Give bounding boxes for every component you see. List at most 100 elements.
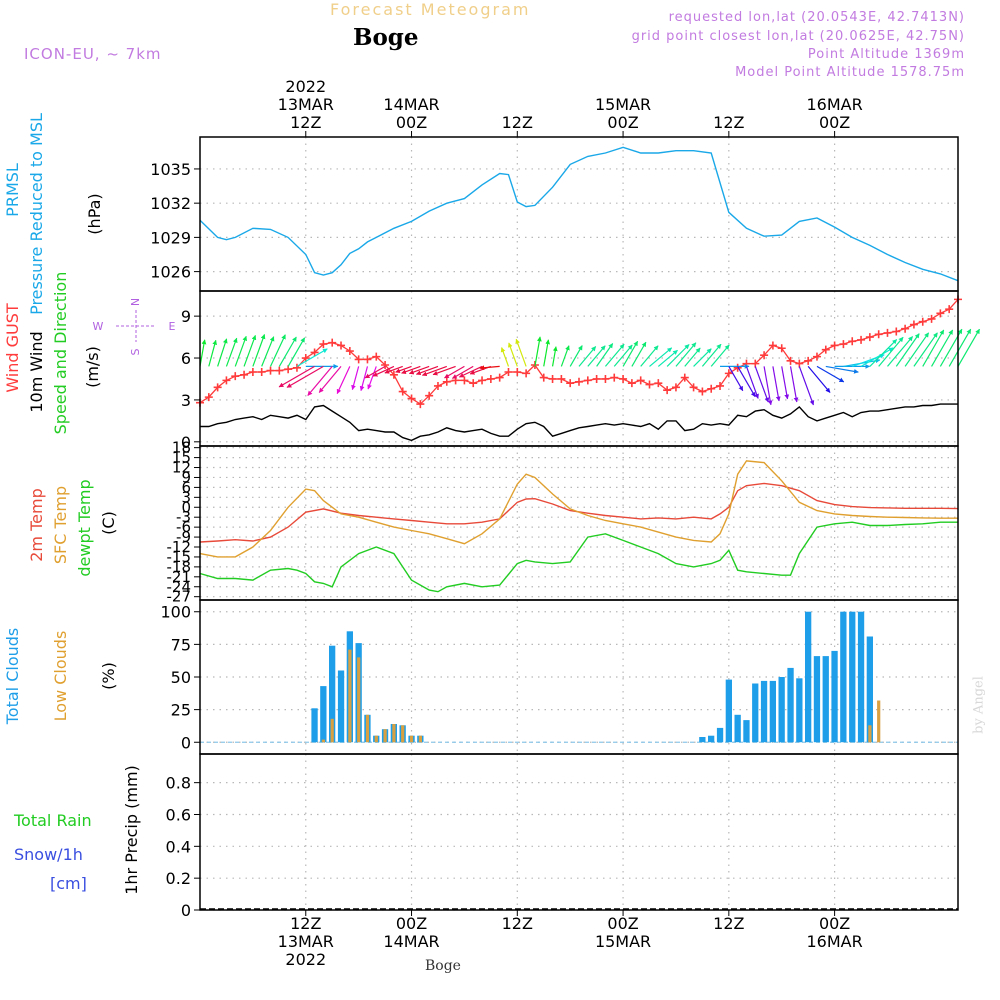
compass-south: S — [129, 348, 142, 355]
gust-marker — [760, 351, 769, 360]
wind-vector — [336, 366, 351, 395]
compass-rose: N S W E — [93, 298, 176, 356]
wind-vector — [395, 365, 412, 373]
meteogram-title: Forecast Meteogram — [330, 0, 531, 19]
y-tick-label: 0 — [181, 901, 191, 920]
wind-vector — [508, 342, 518, 367]
wind-vector — [754, 366, 770, 403]
y-tick-label: -6 — [176, 518, 191, 536]
compass-east: E — [169, 320, 176, 333]
y-tick-label: 50 — [171, 668, 191, 687]
gust-marker — [927, 314, 936, 323]
wind-vector — [560, 345, 570, 367]
cloud-bar-total — [311, 708, 318, 743]
wind-vector — [578, 346, 597, 367]
wind-vector — [666, 344, 690, 367]
gust-marker — [478, 376, 487, 385]
gust-marker — [839, 340, 848, 349]
wind-vector — [296, 348, 328, 367]
gust-marker — [522, 369, 531, 378]
y-tick-label: 12 — [172, 459, 191, 477]
wind-vector — [551, 346, 558, 367]
gust-marker — [381, 361, 390, 370]
gust-marker — [733, 363, 742, 372]
panel-label: (C) — [99, 511, 118, 535]
wind-vector — [367, 366, 377, 390]
cloud-bar-low — [392, 724, 396, 743]
gust-marker — [830, 341, 839, 350]
cloud-bar-total — [743, 720, 750, 743]
panel-label: (m/s) — [83, 346, 102, 388]
gust-marker — [275, 366, 284, 375]
gust-marker — [724, 369, 733, 378]
gust-marker — [292, 363, 301, 372]
gust-marker — [433, 381, 442, 390]
cloud-bar-total — [840, 611, 847, 743]
gust-marker — [231, 372, 240, 381]
y-tick-label: 9 — [181, 307, 191, 326]
gust-marker — [786, 356, 795, 365]
wind-vector — [318, 366, 342, 393]
gust-marker — [680, 373, 689, 382]
gust-marker — [575, 377, 583, 386]
panel-label: Low Clouds — [51, 631, 70, 722]
gust-marker — [936, 309, 945, 318]
bottom-time-tick-label: 12Z — [502, 914, 533, 933]
cloud-bar-low — [321, 739, 325, 743]
y-tick-label: 25 — [171, 701, 191, 720]
panel-label: [cm] — [50, 874, 87, 893]
wind-vector — [807, 366, 831, 393]
wind-vector — [278, 336, 297, 367]
cloud-bar-total — [329, 645, 336, 743]
gust-marker — [284, 365, 293, 374]
gust-marker — [469, 379, 478, 388]
wind-vector — [604, 343, 625, 367]
y-tick-label: 0.8 — [166, 774, 191, 793]
cloud-bar-total — [813, 656, 821, 743]
bottom-time-tick-label: 16MAR — [806, 932, 862, 951]
bottom-time-tick-label: 00Z — [396, 914, 427, 933]
wind-vector — [543, 339, 551, 367]
y-tick-label: 1026 — [150, 263, 191, 282]
gust-marker — [945, 305, 954, 314]
wind-vector — [931, 329, 954, 367]
gust-marker — [486, 374, 495, 383]
cloud-bar-total — [725, 679, 732, 743]
top-time-tick-label: 12Z — [502, 113, 533, 132]
gust-marker — [266, 366, 275, 375]
gust-marker — [407, 394, 416, 403]
gust-marker — [389, 370, 398, 379]
y-tick-label: 6 — [181, 478, 191, 496]
wind-vector — [451, 365, 474, 379]
wind-vector — [421, 365, 447, 377]
y-tick-label: 1032 — [150, 194, 191, 213]
model-name: ICON-EU, ~ 7km — [24, 45, 162, 63]
panel-label: 1hr Precip (mm) — [122, 765, 141, 895]
gust-marker — [663, 386, 672, 395]
y-tick-label: 0.2 — [166, 869, 191, 888]
panel-label: 10m Wind — [27, 331, 46, 412]
wind-vector — [631, 341, 647, 367]
wind-vector — [515, 338, 527, 367]
gust-marker — [345, 347, 354, 356]
series-line-t2m — [199, 482, 959, 543]
series-line-prmsl — [199, 146, 959, 282]
cloud-bar-low — [348, 649, 352, 743]
y-tick-label: 100 — [160, 603, 191, 622]
gust-marker — [768, 341, 777, 350]
top-time-tick-label: 12Z — [713, 113, 744, 132]
wind-vector — [913, 332, 938, 367]
wind-vector — [816, 365, 845, 383]
series-line-wind10m — [200, 403, 958, 442]
wind-vector — [763, 366, 773, 406]
wind-vector — [217, 338, 228, 367]
cloud-bar-low — [877, 700, 881, 743]
wind-vector — [587, 345, 606, 367]
gust-marker — [425, 391, 434, 400]
wind-vector — [261, 336, 275, 367]
gust-marker — [354, 355, 363, 364]
cloud-bar-low — [409, 735, 414, 743]
y-tick-label: -18 — [167, 558, 192, 576]
wind-vector — [287, 337, 306, 367]
